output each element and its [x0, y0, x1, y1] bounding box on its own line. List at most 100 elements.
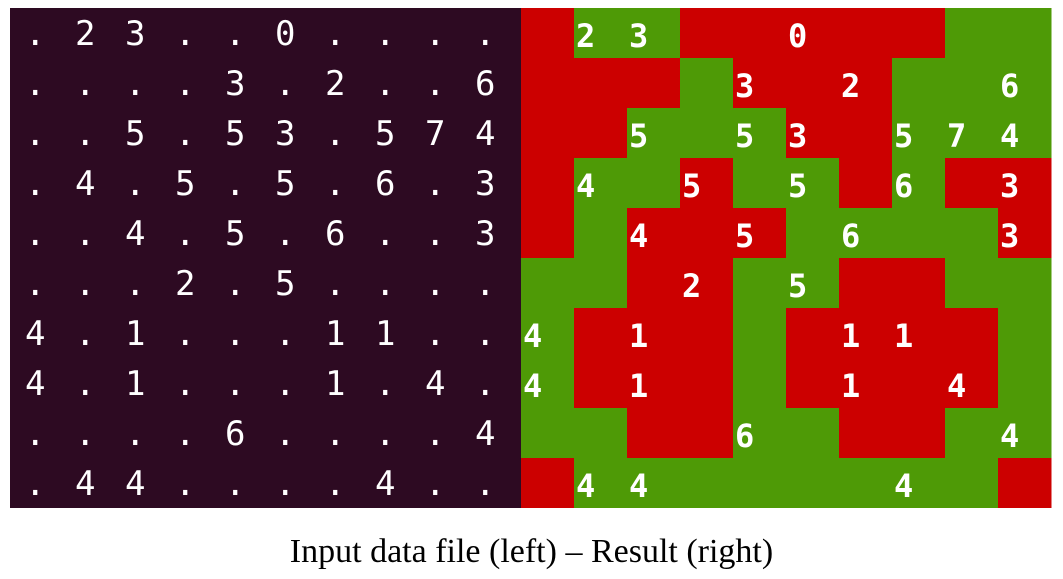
- result-cell: [839, 458, 893, 508]
- input-cell: .: [175, 364, 195, 404]
- result-number: 1: [629, 317, 648, 355]
- result-number: 5: [682, 167, 701, 205]
- result-cell: [998, 108, 1052, 159]
- result-number: 2: [682, 267, 701, 305]
- result-cell: [680, 258, 734, 309]
- input-cell: .: [175, 114, 195, 154]
- input-cell: .: [275, 414, 295, 454]
- input-cell: 4: [475, 414, 495, 454]
- result-cell: [839, 258, 893, 309]
- input-cell: 1: [125, 314, 145, 354]
- input-cell: 4: [375, 464, 395, 504]
- input-cell: .: [175, 314, 195, 354]
- input-cell: .: [225, 314, 245, 354]
- input-cell: .: [325, 14, 345, 54]
- result-cell: [786, 8, 840, 59]
- input-cell: 3: [275, 114, 295, 154]
- input-cell: .: [125, 414, 145, 454]
- input-cell: .: [75, 214, 95, 254]
- result-cell: [786, 408, 840, 459]
- result-cell: [839, 8, 893, 59]
- input-cell: 4: [25, 364, 45, 404]
- input-cell: .: [275, 464, 295, 504]
- result-cell: [680, 308, 734, 359]
- input-cell: .: [325, 164, 345, 204]
- input-cell: .: [175, 14, 195, 54]
- result-number: 6: [735, 417, 754, 455]
- result-cell: [892, 158, 946, 209]
- result-cell: [892, 8, 946, 59]
- input-cell: 2: [75, 14, 95, 54]
- result-number: 4: [629, 217, 648, 255]
- result-cell: [945, 108, 999, 159]
- result-cell: [521, 208, 575, 259]
- input-data-panel: . 2 3.. 0........ 3. 2.. 6.. 5. 5 3. 5 7 4. 4. 5. 5. 6. 3…: [10, 8, 520, 508]
- input-cell: .: [475, 314, 495, 354]
- result-cell: [998, 158, 1052, 209]
- result-cell: [733, 58, 787, 109]
- input-cell: 3: [225, 64, 245, 104]
- result-number: 4: [1000, 117, 1019, 155]
- result-cell: [574, 8, 628, 59]
- result-cell: [627, 408, 681, 459]
- result-cell: [998, 308, 1052, 359]
- result-panel: 2 3 03 2 65 5 3 5 7 44 5 5 6 34 5 6 32 54 1 1 14 1 1 46 44 4 4: [521, 8, 1052, 508]
- result-number: 3: [1000, 167, 1019, 205]
- result-cell: [839, 158, 893, 209]
- input-cell: .: [175, 214, 195, 254]
- result-number: 1: [841, 317, 860, 355]
- input-cell: 5: [225, 214, 245, 254]
- result-cell: [574, 58, 628, 109]
- puzzle-figure: . 2 3.. 0........ 3. 2.. 6.. 5. 5 3. 5 7 4. 4. 5. 5. 6. 3…: [10, 8, 1052, 508]
- result-cell: [733, 408, 787, 459]
- input-cell: 0: [275, 14, 295, 54]
- result-cell: [574, 408, 628, 459]
- input-cell: .: [25, 264, 45, 304]
- input-cell: .: [175, 64, 195, 104]
- input-cell: 3: [475, 214, 495, 254]
- result-cell: [945, 358, 999, 409]
- input-cell: 7: [425, 114, 445, 154]
- result-cell: [680, 208, 734, 259]
- result-cell: [521, 308, 575, 359]
- result-number: 4: [523, 367, 542, 405]
- input-cell: .: [275, 314, 295, 354]
- input-cell: 1: [325, 364, 345, 404]
- result-cell: [945, 458, 999, 508]
- input-cell: .: [475, 14, 495, 54]
- input-cell: .: [475, 464, 495, 504]
- input-cell: 6: [475, 64, 495, 104]
- result-cell: [574, 208, 628, 259]
- result-cell: [521, 8, 575, 59]
- input-cell: .: [75, 364, 95, 404]
- result-cell: [733, 108, 787, 159]
- input-cell: .: [175, 414, 195, 454]
- result-cell: [892, 308, 946, 359]
- input-cell: 4: [475, 114, 495, 154]
- input-cell: .: [425, 464, 445, 504]
- result-cell: [733, 258, 787, 309]
- input-cell: 4: [125, 214, 145, 254]
- result-cell: [680, 358, 734, 409]
- result-cell: [680, 158, 734, 209]
- input-cell: 5: [275, 264, 295, 304]
- result-cell: [998, 8, 1052, 59]
- input-cell: 5: [225, 114, 245, 154]
- result-cell: [627, 258, 681, 309]
- result-number: 1: [894, 317, 913, 355]
- result-number: 5: [735, 217, 754, 255]
- result-cell: [892, 208, 946, 259]
- result-cell: [680, 458, 734, 508]
- result-cell: [574, 158, 628, 209]
- result-cell: [733, 158, 787, 209]
- result-number: 7: [947, 117, 966, 155]
- input-cell: .: [325, 464, 345, 504]
- result-cell: [786, 208, 840, 259]
- result-number: 0: [788, 17, 807, 55]
- result-cell: [998, 208, 1052, 259]
- result-cell: [945, 158, 999, 209]
- input-cell: .: [425, 164, 445, 204]
- input-cell: .: [475, 364, 495, 404]
- input-cell: .: [225, 464, 245, 504]
- input-cell: .: [325, 114, 345, 154]
